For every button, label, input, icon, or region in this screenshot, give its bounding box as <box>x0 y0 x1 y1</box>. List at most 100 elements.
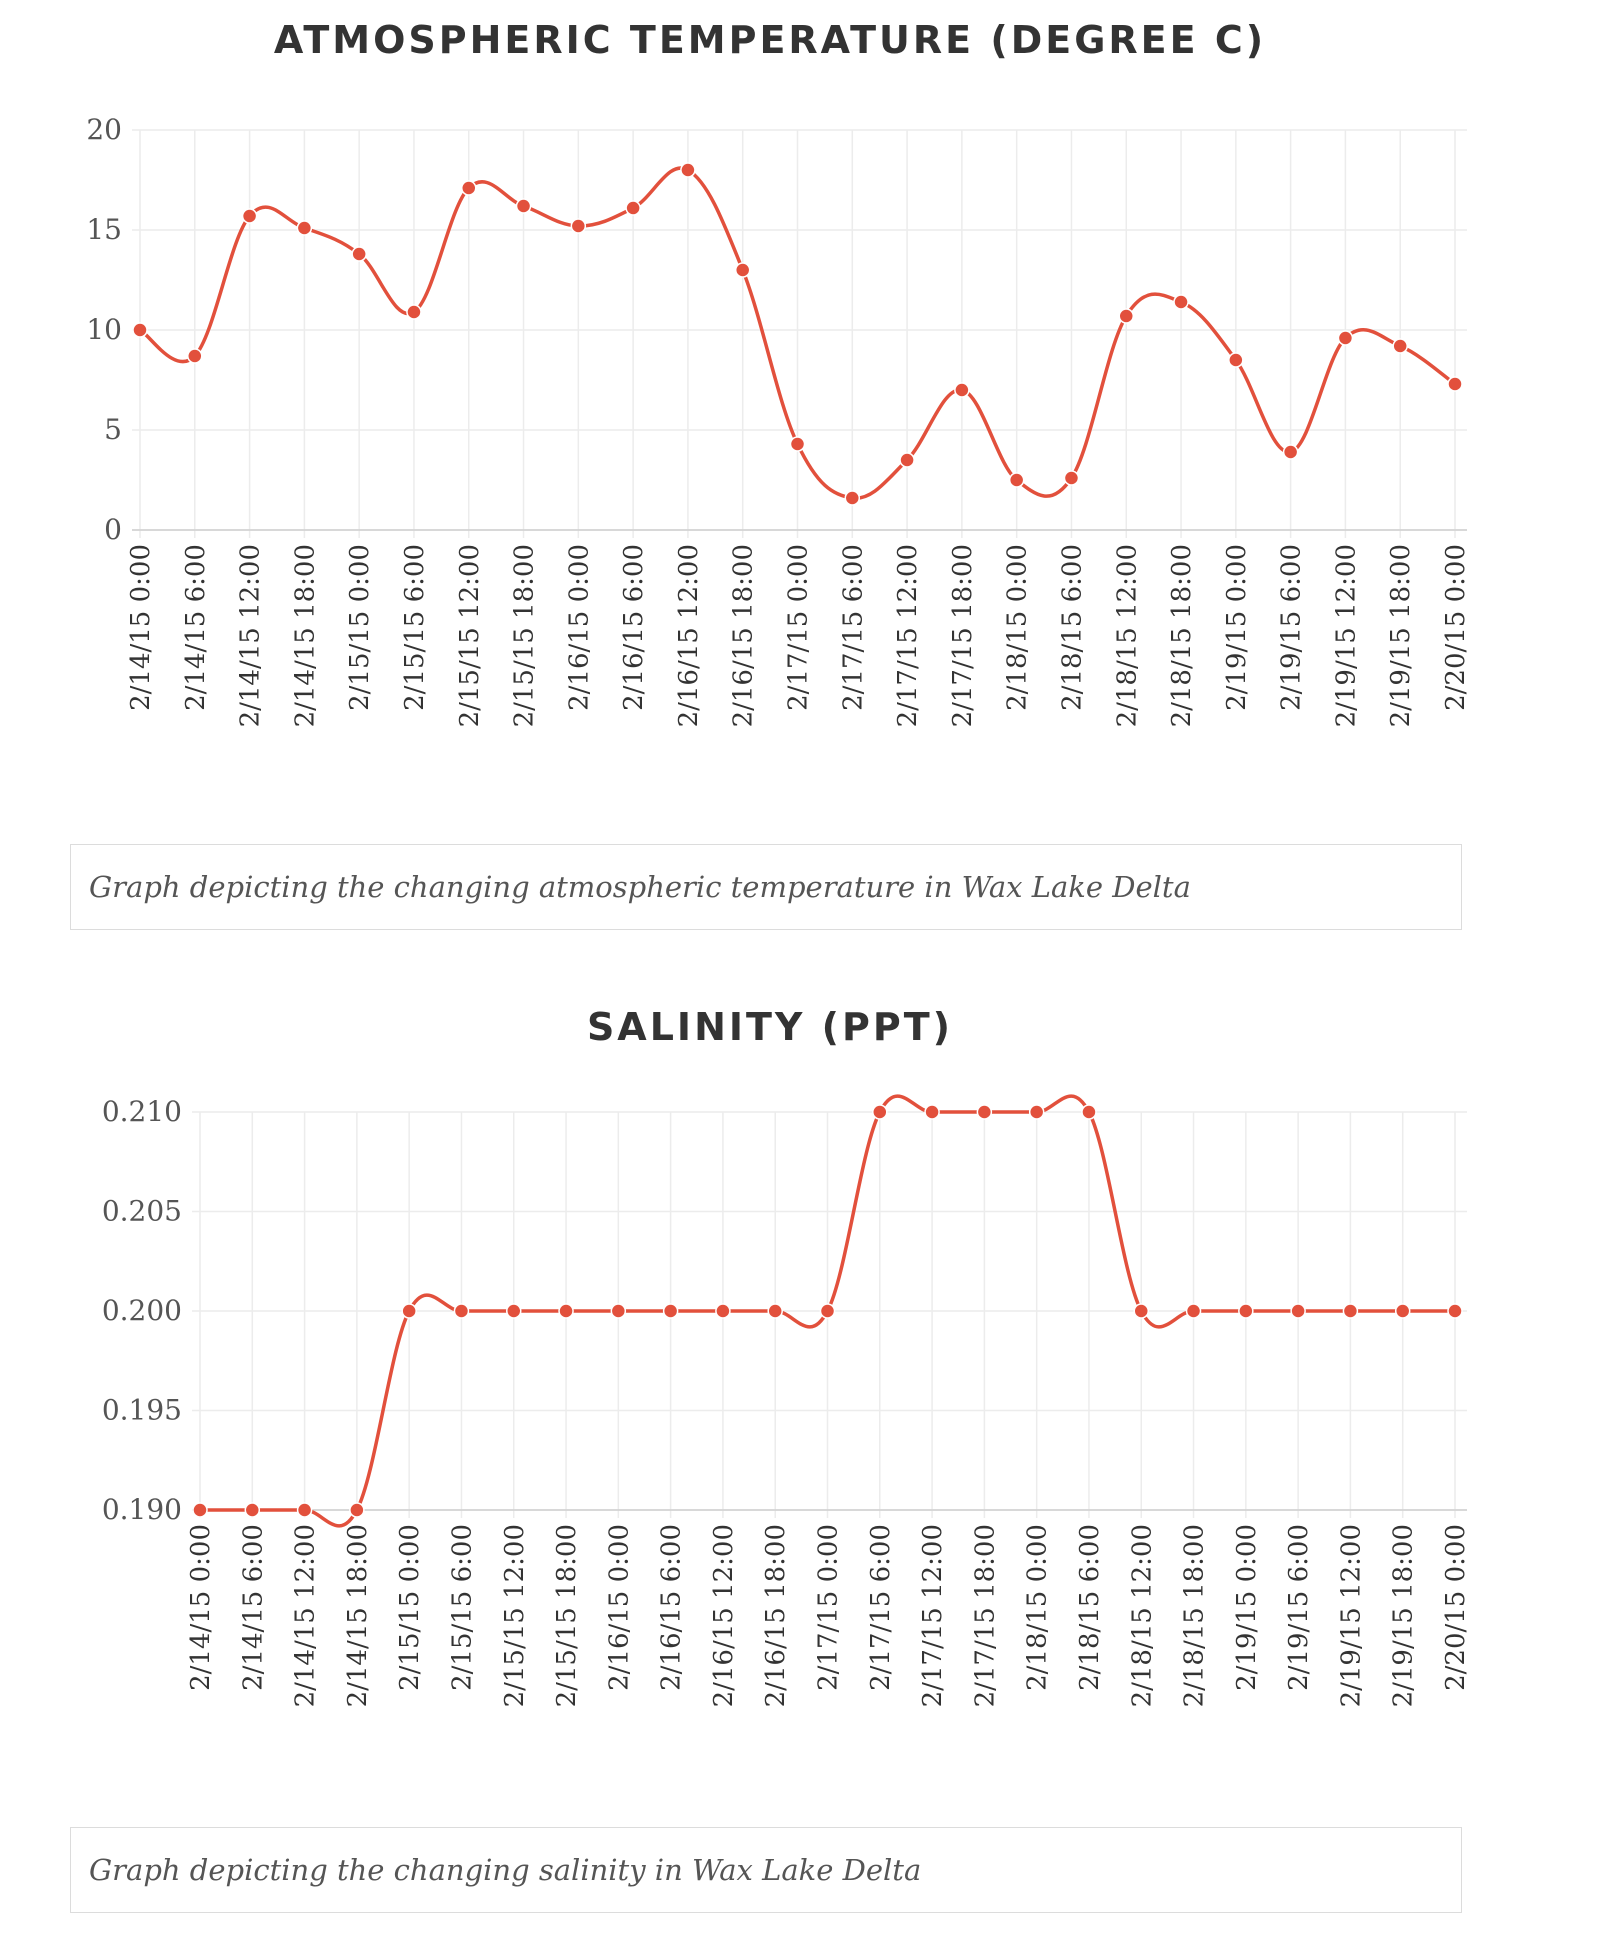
salinity-data-point[interactable] <box>715 1303 731 1319</box>
salinity-x-tick-label: 2/15/15 12:00 <box>500 1524 530 1707</box>
salinity-data-point[interactable] <box>1290 1303 1306 1319</box>
salinity-x-tick-label: 2/17/15 6:00 <box>866 1524 896 1691</box>
temperature-data-point[interactable] <box>625 200 641 216</box>
salinity-x-tick-label: 2/17/15 0:00 <box>814 1524 844 1691</box>
temperature-y-tick-label: 15 <box>86 213 122 246</box>
temperature-data-point[interactable] <box>1063 470 1080 486</box>
temperature-data-point[interactable] <box>680 162 696 178</box>
temperature-data-point[interactable] <box>899 452 915 468</box>
temperature-x-tick-label: 2/19/15 12:00 <box>1331 544 1361 727</box>
temperature-x-tick-label: 2/19/15 6:00 <box>1277 544 1307 711</box>
salinity-y-tick-label: 0.200 <box>102 1294 182 1327</box>
temperature-data-point[interactable] <box>187 348 203 364</box>
temperature-y-tick-label: 10 <box>86 313 122 346</box>
temperature-data-point[interactable] <box>406 304 422 320</box>
salinity-data-point[interactable] <box>1342 1303 1359 1319</box>
salinity-data-point[interactable] <box>1081 1104 1097 1120</box>
salinity-x-tick-label: 2/14/15 18:00 <box>343 1524 373 1707</box>
temperature-data-point[interactable] <box>1008 472 1025 488</box>
temperature-x-tick-label: 2/20/15 0:00 <box>1441 544 1471 711</box>
salinity-data-point[interactable] <box>924 1104 940 1120</box>
salinity-data-point[interactable] <box>610 1303 627 1319</box>
temperature-data-point[interactable] <box>1447 376 1463 392</box>
salinity-x-tick-label: 2/15/15 0:00 <box>395 1524 425 1691</box>
temperature-data-point[interactable] <box>1392 338 1408 354</box>
salinity-data-point[interactable] <box>1133 1303 1149 1319</box>
salinity-data-point[interactable] <box>192 1502 208 1518</box>
salinity-x-tick-label: 2/18/15 12:00 <box>1127 1524 1157 1707</box>
temperature-x-tick-label: 2/19/15 0:00 <box>1222 544 1252 711</box>
salinity-data-point[interactable] <box>1185 1303 1202 1319</box>
temperature-data-point[interactable] <box>844 490 861 506</box>
temperature-data-point[interactable] <box>132 322 148 338</box>
salinity-data-point[interactable] <box>767 1303 783 1319</box>
salinity-x-tick-label: 2/15/15 6:00 <box>447 1524 477 1691</box>
temperature-y-tick-label: 0 <box>104 513 122 546</box>
temperature-x-tick-label: 2/17/15 18:00 <box>948 544 978 727</box>
salinity-data-point[interactable] <box>244 1502 261 1518</box>
temperature-x-tick-label: 2/18/15 0:00 <box>1003 544 1033 711</box>
temperature-data-point[interactable] <box>734 262 751 278</box>
salinity-data-point[interactable] <box>1028 1104 1045 1120</box>
temperature-data-point[interactable] <box>1173 294 1189 310</box>
temperature-x-tick-label: 2/15/15 12:00 <box>455 544 485 727</box>
temperature-data-point[interactable] <box>1282 444 1299 460</box>
temperature-chart-title: ATMOSPHERIC TEMPERATURE (DEGREE C) <box>273 18 1267 62</box>
salinity-x-tick-label: 2/18/15 6:00 <box>1075 1524 1105 1691</box>
salinity-chart-caption: Graph depicting the changing salinity in… <box>70 1827 1462 1913</box>
temperature-data-point[interactable] <box>515 198 532 214</box>
temperature-data-point[interactable] <box>954 382 970 398</box>
temperature-data-point[interactable] <box>241 208 258 224</box>
salinity-data-point[interactable] <box>558 1303 574 1319</box>
temperature-x-tick-label: 2/14/15 6:00 <box>181 544 211 711</box>
temperature-data-point[interactable] <box>1118 308 1134 324</box>
salinity-x-tick-label: 2/14/15 12:00 <box>291 1524 321 1707</box>
temperature-x-tick-label: 2/14/15 12:00 <box>236 544 266 727</box>
salinity-data-point[interactable] <box>453 1303 470 1319</box>
temperature-x-tick-label: 2/17/15 0:00 <box>784 544 814 711</box>
salinity-data-point[interactable] <box>976 1104 993 1120</box>
temperature-grid <box>132 129 1467 538</box>
temperature-x-tick-label: 2/15/15 0:00 <box>345 544 375 711</box>
salinity-x-tick-label: 2/19/15 6:00 <box>1284 1524 1314 1691</box>
temperature-data-point[interactable] <box>1228 352 1244 368</box>
salinity-x-tick-label: 2/19/15 0:00 <box>1232 1524 1262 1691</box>
salinity-data-point[interactable] <box>401 1303 417 1319</box>
salinity-x-tick-label: 2/16/15 6:00 <box>657 1524 687 1691</box>
salinity-x-tick-label: 2/19/15 18:00 <box>1389 1524 1419 1707</box>
salinity-x-tick-label: 2/15/15 18:00 <box>552 1524 582 1707</box>
salinity-x-tick-label: 2/17/15 18:00 <box>970 1524 1000 1707</box>
temperature-x-tick-label: 2/16/15 18:00 <box>729 544 759 727</box>
salinity-chart: 0.190 0.195 0.200 0.205 0.210 2/14/15 0:00 2/1… <box>102 1094 1471 1707</box>
salinity-data-point[interactable] <box>872 1104 888 1120</box>
salinity-data-point[interactable] <box>1447 1303 1463 1319</box>
temperature-x-tick-label: 2/14/15 0:00 <box>126 544 156 711</box>
salinity-data-point[interactable] <box>662 1303 679 1319</box>
salinity-data-point[interactable] <box>349 1502 365 1518</box>
temperature-x-tick-label: 2/15/15 6:00 <box>400 544 430 711</box>
temperature-chart-caption: Graph depicting the changing atmospheric… <box>70 844 1462 930</box>
salinity-data-point[interactable] <box>819 1303 836 1319</box>
salinity-x-tick-label: 2/14/15 0:00 <box>186 1524 216 1691</box>
salinity-data-point[interactable] <box>1238 1303 1254 1319</box>
temperature-x-tick-label: 2/17/15 6:00 <box>838 544 868 711</box>
salinity-data-point[interactable] <box>1394 1303 1411 1319</box>
salinity-x-tick-label: 2/16/15 18:00 <box>761 1524 791 1707</box>
salinity-chart-title: SALINITY (PPT) <box>586 1005 954 1049</box>
temperature-data-point[interactable] <box>296 220 313 236</box>
salinity-x-tick-label: 2/16/15 12:00 <box>709 1524 739 1707</box>
salinity-data-point[interactable] <box>506 1303 522 1319</box>
temperature-data-point[interactable] <box>1337 330 1354 346</box>
temperature-data-point[interactable] <box>570 218 587 234</box>
temperature-data-point[interactable] <box>351 246 367 262</box>
temperature-data-point[interactable] <box>789 436 806 452</box>
temperature-x-tick-label: 2/18/15 6:00 <box>1057 544 1087 711</box>
temperature-x-tick-label: 2/16/15 6:00 <box>619 544 649 711</box>
temperature-x-tick-label: 2/19/15 18:00 <box>1386 544 1416 727</box>
salinity-x-tick-label: 2/14/15 6:00 <box>238 1524 268 1691</box>
temperature-x-tick-label: 2/18/15 18:00 <box>1167 544 1197 727</box>
temperature-y-tick-label: 5 <box>104 413 122 446</box>
temperature-data-point[interactable] <box>461 180 477 196</box>
salinity-data-point[interactable] <box>296 1502 313 1518</box>
salinity-x-tick-label: 2/18/15 18:00 <box>1180 1524 1210 1707</box>
